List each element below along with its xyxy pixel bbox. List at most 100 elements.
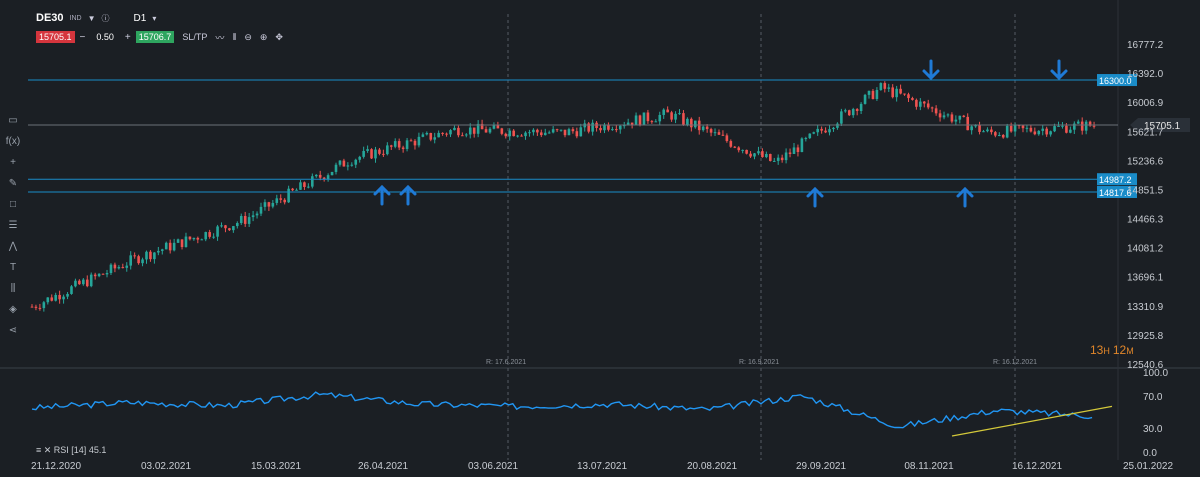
candle <box>382 153 385 155</box>
chart-type-icon[interactable]: ▭ <box>8 115 18 126</box>
candle <box>863 94 867 104</box>
candle <box>42 302 46 309</box>
candle <box>536 129 539 133</box>
candle <box>401 147 405 149</box>
candle <box>674 113 677 120</box>
candle <box>737 147 741 151</box>
info-icon[interactable]: ⓘ <box>101 13 110 23</box>
pitchfork-icon[interactable]: ⋀ <box>8 241 18 252</box>
layers-icon[interactable]: ◈ <box>9 304 17 315</box>
candle <box>1017 124 1021 126</box>
price-tick: 13696.1 <box>1127 273 1164 284</box>
date-tick: 16.12.2021 <box>1012 461 1062 472</box>
candle <box>50 297 54 301</box>
buy-button[interactable]: 15706.7 <box>135 31 175 43</box>
plus-icon[interactable]: + <box>10 157 16 168</box>
fibonacci-icon[interactable]: ☰ <box>8 220 18 231</box>
candle <box>350 164 354 166</box>
candle <box>133 255 136 257</box>
share-icon[interactable]: ⋖ <box>8 325 18 336</box>
arrow-up-icon <box>373 184 391 206</box>
candle <box>322 177 326 180</box>
dropdown-icon[interactable]: ▼ <box>87 13 96 23</box>
chevron-down-icon[interactable]: ▾ <box>152 13 157 23</box>
zoom-out-icon[interactable]: ⊖ <box>244 31 252 42</box>
candle <box>871 90 875 99</box>
candle <box>263 202 267 207</box>
candle <box>1049 131 1052 135</box>
candle <box>1073 123 1076 130</box>
date-tick: 20.08.2021 <box>687 461 737 472</box>
zoom-in-icon[interactable]: ⊕ <box>259 31 268 42</box>
crosshair-icon[interactable]: ✥ <box>275 31 283 42</box>
price-tick: 16006.9 <box>1127 98 1164 109</box>
volume-value[interactable]: 0.50 <box>96 32 114 42</box>
candle <box>236 223 239 227</box>
candle <box>520 135 523 137</box>
candle <box>650 121 654 123</box>
candle <box>800 138 804 153</box>
candle <box>362 150 365 157</box>
candle <box>812 132 816 134</box>
rsi-label[interactable]: ≡ ✕ RSI [14] 45.1 <box>36 445 106 455</box>
candle <box>342 160 346 167</box>
candle <box>686 118 689 125</box>
rectangle-icon[interactable]: □ <box>9 199 17 210</box>
candle <box>46 297 50 303</box>
candle <box>188 236 192 240</box>
candle <box>895 88 898 98</box>
candle <box>808 133 812 139</box>
candle <box>516 135 519 137</box>
candle <box>938 113 942 118</box>
candle <box>638 115 642 126</box>
price-tick: 14081.2 <box>1127 244 1164 255</box>
candle <box>93 274 97 277</box>
horizontal-levels: 16300.0 14987.2 14817.6 15705.1 <box>28 74 1190 199</box>
candle <box>109 264 113 274</box>
pencil-icon[interactable]: ✎ <box>8 178 18 189</box>
candle <box>875 90 879 99</box>
text-icon[interactable]: T <box>9 262 17 273</box>
candle <box>847 110 851 116</box>
candle <box>346 165 350 167</box>
candle <box>990 129 993 133</box>
symbol-name[interactable]: DE30 <box>36 12 64 24</box>
candle <box>157 250 160 253</box>
bars-icon[interactable]: ⫼ <box>10 283 16 294</box>
sltp-button[interactable]: SL/TP <box>182 32 208 42</box>
timeframe-select[interactable]: D1 <box>133 12 147 24</box>
indicator-icon[interactable]: ⦀ <box>232 31 237 42</box>
candle <box>844 110 847 112</box>
candle <box>208 232 211 237</box>
candle <box>883 83 887 89</box>
candle <box>168 242 172 251</box>
candle <box>828 129 831 133</box>
candle <box>97 273 101 277</box>
candle <box>149 251 152 260</box>
candle <box>563 129 567 136</box>
candle <box>164 242 168 250</box>
candle <box>461 135 464 137</box>
candle <box>915 99 918 107</box>
candle <box>338 160 342 165</box>
level-tag <box>1097 186 1137 199</box>
increase-volume-button[interactable]: + <box>124 31 131 43</box>
candle <box>212 236 215 238</box>
candle <box>216 226 219 237</box>
candle <box>978 124 981 132</box>
candle <box>82 279 85 285</box>
sell-button[interactable]: 15705.1 <box>36 31 75 43</box>
candle <box>1053 126 1056 132</box>
decrease-volume-button[interactable]: − <box>79 31 86 43</box>
candle <box>78 280 81 285</box>
rollover-label: R: 16.9.2021 <box>739 359 779 366</box>
candle <box>840 111 843 124</box>
candle <box>772 160 776 162</box>
line-chart-icon[interactable]: 〰 <box>215 32 225 43</box>
candle <box>228 228 231 231</box>
candle <box>441 132 444 134</box>
candle <box>922 101 926 104</box>
candle <box>942 115 946 118</box>
function-icon[interactable]: f(x) <box>5 136 21 147</box>
